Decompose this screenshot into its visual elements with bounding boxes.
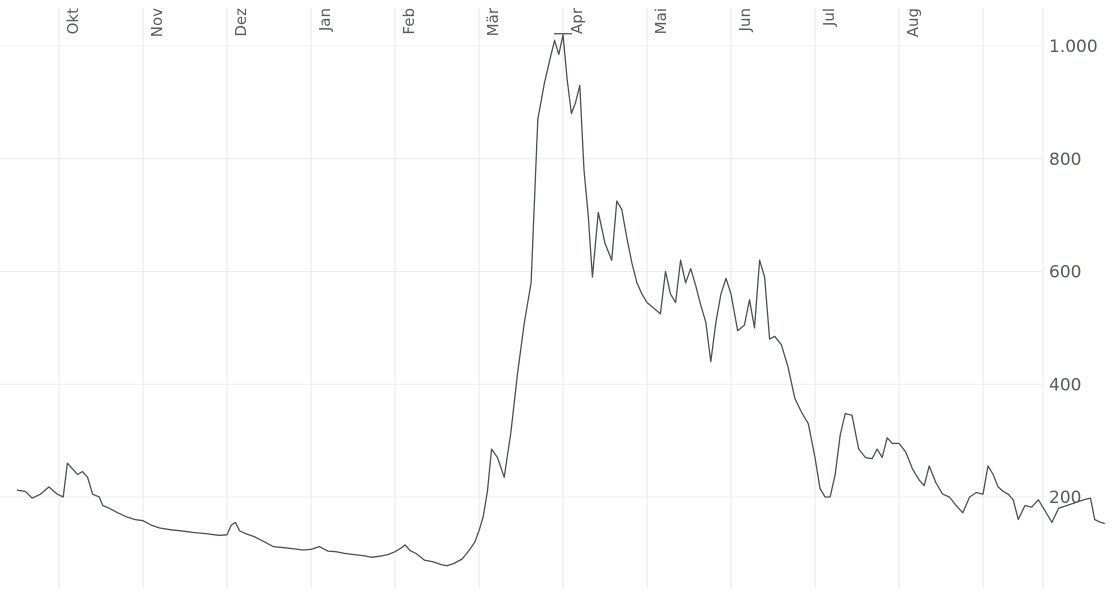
series-layer: [16, 33, 1105, 567]
x-tick-label: Mär: [484, 7, 502, 36]
y-tick-label: 800: [1049, 150, 1081, 170]
y-tick-labels: 200 400 600 800 1.000: [1049, 37, 1098, 508]
x-tick-label: Jul: [820, 8, 838, 27]
x-tick-label: Jun: [736, 8, 754, 32]
x-tick-label: Apr: [568, 7, 586, 34]
x-tick-label: Dez: [232, 8, 250, 37]
x-tick-label: Okt: [64, 8, 82, 34]
price-series-line: [16, 34, 1105, 567]
y-tick-label: 1.000: [1049, 37, 1098, 57]
grid-layer: [0, 8, 1044, 589]
x-tick-label: Mai: [652, 8, 670, 34]
y-tick-label: 600: [1049, 263, 1081, 283]
y-tick-label: 400: [1049, 375, 1081, 395]
x-tick-label: Jan: [316, 8, 334, 32]
x-tick-labels: Okt Nov Dez Jan Feb Mär Apr Mai Jun Jul Aug: [64, 7, 922, 37]
x-tick-label: Feb: [400, 8, 418, 35]
x-tick-label: Aug: [904, 8, 922, 37]
x-tick-label: Nov: [148, 8, 166, 37]
y-tick-label: 200: [1049, 488, 1081, 508]
